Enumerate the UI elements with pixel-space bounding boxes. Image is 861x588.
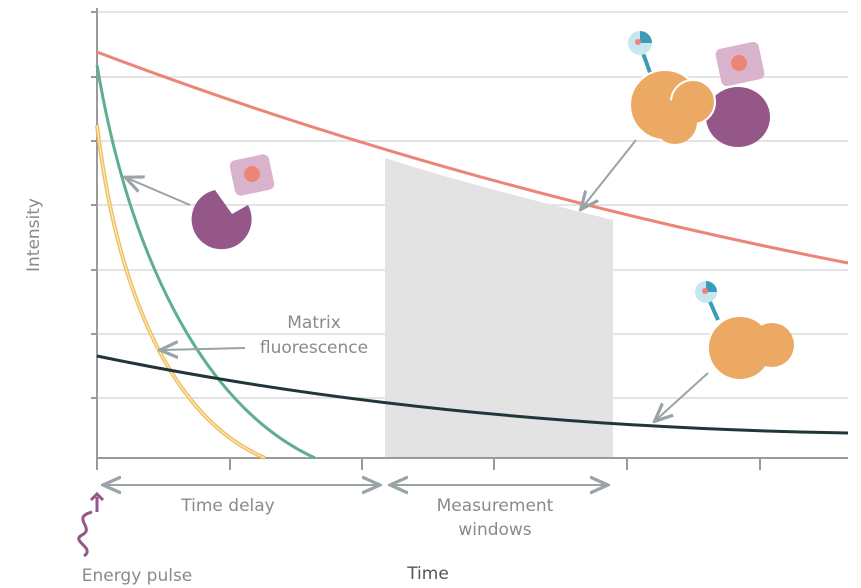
energy-pulse-label: Energy pulse (82, 566, 193, 586)
green-curve (95, 64, 316, 460)
dark-curve (96, 354, 849, 435)
measurement-windows-label: Measurement (437, 496, 554, 516)
measurement-window (385, 158, 613, 458)
matrix-fluorescence-label: Matrix (287, 313, 341, 333)
red-curve (96, 50, 849, 265)
matrix-fluorescence-label: fluorescence (260, 338, 368, 358)
measurement-windows-label: windows (458, 520, 531, 540)
molecule-icon-2 (628, 31, 770, 147)
molecule-icon-1 (191, 154, 275, 250)
molecule-icon-3 (695, 281, 794, 381)
x-axis-label: Time (406, 564, 449, 584)
axes (91, 8, 848, 470)
pointer-arrows (105, 139, 709, 485)
time-delay-label: Time delay (180, 496, 274, 516)
yellow-curve-inner (96, 124, 266, 459)
y-axis-label: Intensity (24, 198, 44, 272)
energy-pulse-icon (77, 491, 105, 558)
